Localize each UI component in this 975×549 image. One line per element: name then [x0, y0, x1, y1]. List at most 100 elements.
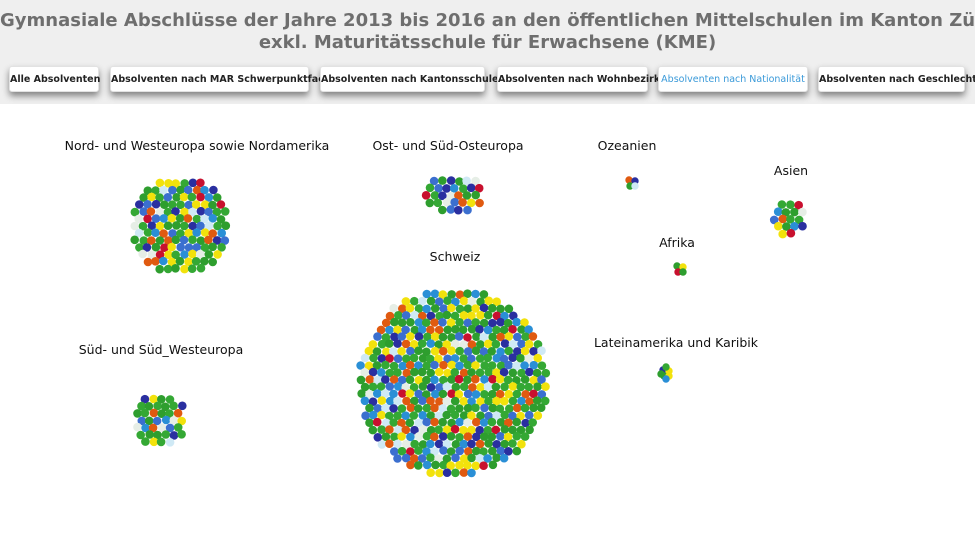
graduate-dot: [167, 242, 176, 252]
graduate-dot: [430, 403, 439, 413]
graduate-dot: [454, 390, 464, 399]
graduate-dot: [145, 430, 154, 439]
graduate-dot: [373, 433, 383, 442]
graduate-dot: [528, 332, 538, 341]
graduate-dot: [423, 332, 432, 342]
nav-button-alle-absolventen[interactable]: Alle Absolventen: [9, 66, 100, 92]
graduate-dot: [369, 353, 378, 363]
graduate-dot: [414, 375, 424, 385]
graduate-dot: [414, 446, 423, 455]
graduate-dot: [373, 389, 382, 398]
bubble-cluster: [130, 178, 231, 274]
graduate-dot: [377, 440, 387, 449]
graduate-dot: [422, 361, 432, 371]
graduate-dot: [417, 325, 427, 334]
graduate-dot: [463, 418, 472, 427]
nav-button-nationalitaet[interactable]: Absolventen nach Nationalität: [658, 66, 808, 92]
nav-button-wohnbezirk[interactable]: Absolventen nach Wohnbezirk: [497, 66, 660, 92]
graduate-dot: [472, 446, 481, 456]
graduate-dot: [381, 360, 390, 370]
graduate-dot: [221, 221, 231, 230]
graduate-dot: [455, 433, 464, 442]
graduate-dot: [385, 425, 394, 434]
graduate-dot: [471, 289, 480, 299]
graduate-dot: [451, 440, 461, 449]
bubble-cluster: [657, 363, 673, 383]
graduate-dot: [463, 318, 473, 328]
graduate-dot: [484, 439, 493, 448]
graduate-dot: [360, 382, 370, 392]
graduate-dot: [447, 346, 456, 355]
graduate-dot: [196, 221, 205, 231]
graduate-dot: [376, 368, 386, 377]
graduate-dot: [418, 425, 428, 434]
graduate-dot: [397, 432, 406, 441]
graduate-dot: [402, 368, 412, 378]
graduate-dot: [381, 318, 391, 328]
graduate-dot: [488, 403, 498, 413]
graduate-dot: [430, 432, 439, 442]
graduate-dot: [401, 453, 411, 463]
graduate-dot: [133, 422, 142, 432]
graduate-dot: [492, 353, 502, 363]
graduate-dot: [409, 353, 419, 363]
graduate-dot: [165, 423, 175, 433]
graduate-dot: [422, 403, 432, 413]
graduate-dot: [397, 404, 407, 413]
graduate-dot: [483, 454, 492, 463]
graduate-dot: [418, 440, 428, 449]
graduate-dot: [476, 340, 485, 349]
graduate-dot: [418, 354, 428, 363]
bubble-cluster: [133, 394, 187, 447]
graduate-dot: [512, 317, 521, 327]
nav-button-mar-schwerpunktfach[interactable]: Absolventen nach MAR Schwerpunktfach: [110, 66, 331, 92]
graduate-dot: [503, 318, 513, 328]
graduate-dot: [208, 214, 218, 223]
graduate-dot: [213, 221, 222, 231]
nav-button-geschlecht[interactable]: Absolventen nach Geschlecht: [818, 66, 975, 92]
graduate-dot: [798, 207, 807, 217]
graduate-dot: [773, 207, 783, 216]
graduate-dot: [409, 411, 419, 420]
graduate-dot: [480, 390, 489, 399]
graduate-dot: [356, 375, 366, 385]
graduate-dot: [467, 468, 476, 478]
graduate-dot: [487, 432, 497, 442]
graduate-dot: [410, 296, 419, 306]
nav-button-kantonsschule[interactable]: Absolventen nach Kantonsschule: [320, 66, 498, 92]
graduate-dot: [488, 374, 497, 384]
graduate-dot: [508, 353, 517, 362]
graduate-dot: [421, 191, 431, 200]
graduate-dot: [164, 250, 173, 259]
graduate-dot: [368, 397, 378, 407]
graduate-dot: [143, 214, 152, 224]
graduate-dot: [406, 332, 415, 341]
graduate-dot: [492, 396, 501, 406]
graduate-dot: [401, 411, 411, 421]
graduate-dot: [180, 207, 189, 217]
graduate-dot: [463, 289, 472, 298]
graduate-dot: [184, 257, 193, 266]
graduate-dot: [479, 333, 489, 342]
graduate-dot: [525, 367, 534, 377]
graduate-dot: [439, 360, 448, 370]
graduate-dot: [662, 375, 670, 383]
graduate-dot: [500, 339, 510, 348]
graduate-dot: [471, 346, 481, 355]
graduate-dot: [443, 325, 453, 335]
graduate-dot: [208, 229, 217, 238]
graduate-dot: [466, 198, 476, 208]
graduate-dot: [442, 410, 452, 420]
graduate-dot: [188, 249, 197, 259]
graduate-dot: [390, 332, 399, 342]
graduate-dot: [385, 368, 395, 378]
graduate-dot: [401, 339, 411, 349]
graduate-dot: [402, 439, 411, 449]
graduate-dot: [389, 375, 399, 384]
graduate-dot: [484, 396, 493, 406]
graduate-dot: [209, 185, 218, 195]
graduate-dot: [401, 297, 411, 306]
graduate-dot: [196, 206, 206, 216]
graduate-dot: [533, 353, 542, 363]
graduate-dot: [406, 318, 415, 327]
